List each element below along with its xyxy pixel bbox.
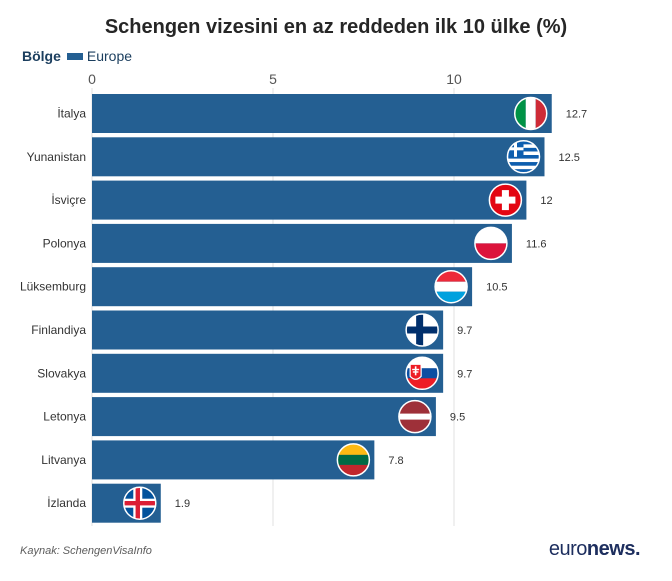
latvia-flag-icon [399, 401, 431, 433]
data-label: 12 [540, 195, 552, 207]
category-label: Polonya [43, 236, 87, 250]
x-tick-label: 10 [446, 71, 462, 87]
data-label: 12.7 [566, 109, 587, 121]
category-label: Lüksemburg [20, 280, 86, 294]
x-tick-label: 0 [88, 71, 96, 87]
data-label: 1.9 [175, 498, 190, 510]
bar-l-ksemburg [92, 267, 472, 306]
data-label: 10.5 [486, 282, 507, 294]
lithuania-flag-icon [337, 444, 369, 476]
data-label: 12.5 [559, 152, 580, 164]
bar-polonya [92, 224, 512, 263]
greece-flag-icon [508, 141, 540, 173]
data-label: 9.7 [457, 368, 472, 380]
category-label: İsviçre [51, 193, 86, 207]
iceland-flag-icon [124, 487, 156, 519]
data-label: 7.8 [388, 455, 403, 467]
bar-finlandiya [92, 311, 443, 350]
data-label: 11.6 [526, 238, 547, 250]
poland-flag-icon [475, 227, 507, 259]
euronews-logo: euronews. [549, 538, 640, 561]
bar-yunanistan [92, 137, 545, 176]
brand-part1: euro [549, 538, 587, 560]
category-label: Yunanistan [27, 150, 86, 164]
slovakia-flag-icon [406, 357, 438, 389]
category-label: Letonya [43, 410, 86, 424]
finland-flag-icon [406, 314, 438, 346]
bar-chart: 0 5 10 İtalya 12.7 Yunanistan 12.5 İsviçre 12 Pol… [0, 0, 672, 540]
brand-part2: news. [587, 538, 640, 560]
luxembourg-flag-icon [435, 271, 467, 303]
category-label: Finlandiya [31, 323, 86, 337]
category-label: İtalya [57, 107, 86, 121]
italy-flag-icon [515, 98, 547, 130]
switzerland-flag-icon [489, 184, 521, 216]
category-label: Litvanya [41, 453, 86, 467]
bar-letonya [92, 397, 436, 436]
data-label: 9.5 [450, 412, 465, 424]
bar-i-svi-re [92, 181, 526, 220]
bar-i-talya [92, 94, 552, 133]
data-label: 9.7 [457, 325, 472, 337]
bar-litvanya [92, 440, 374, 479]
bar-slovakya [92, 354, 443, 393]
category-label: İzlanda [47, 496, 86, 510]
category-label: Slovakya [37, 366, 86, 380]
source-note: Kaynak: SchengenVisaInfo [20, 545, 152, 557]
x-tick-label: 5 [269, 71, 277, 87]
